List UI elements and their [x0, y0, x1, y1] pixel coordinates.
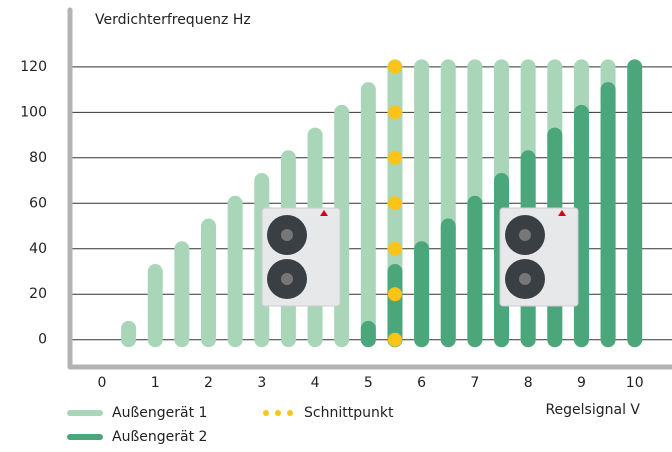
- point: [388, 151, 402, 165]
- x-tick-label: 5: [364, 375, 373, 391]
- point: [388, 242, 402, 256]
- legend-swatch: [263, 410, 269, 416]
- point: [388, 60, 402, 74]
- y-tick-label: 0: [38, 332, 47, 348]
- legend-swatch: [287, 410, 293, 416]
- x-axis-title: Regelsignal V: [545, 402, 640, 418]
- y-tick-label: 100: [20, 104, 47, 120]
- point: [388, 196, 402, 210]
- y-tick-label: 80: [29, 150, 47, 166]
- x-tick-label: 10: [626, 375, 644, 391]
- x-tick-label: 1: [151, 375, 160, 391]
- x-tick-label: 3: [257, 375, 266, 391]
- y-tick-label: 120: [20, 59, 47, 75]
- unit-image: [500, 208, 578, 306]
- legend-label: Außengerät 1: [112, 405, 207, 421]
- x-tick-label: 0: [98, 375, 107, 391]
- unit-image: [262, 208, 340, 306]
- y-tick-label: 40: [29, 241, 47, 257]
- x-tick-label: 6: [417, 375, 426, 391]
- x-tick-label: 8: [524, 375, 533, 391]
- point: [388, 287, 402, 301]
- x-tick-label: 2: [204, 375, 213, 391]
- x-tick-label: 7: [470, 375, 479, 391]
- point: [388, 105, 402, 119]
- legend-label: Schnittpunkt: [304, 405, 394, 421]
- legend-label: Außengerät 2: [112, 429, 207, 445]
- y-tick-label: 60: [29, 195, 47, 211]
- point: [388, 333, 402, 347]
- y-tick-label: 20: [29, 286, 47, 302]
- legend-swatch: [275, 410, 281, 416]
- x-tick-label: 4: [311, 375, 320, 391]
- chart: Verdichterfrequenz Hz Regelsignal V 0204…: [0, 0, 672, 448]
- x-tick-label: 9: [577, 375, 586, 391]
- y-axis-title: Verdichterfrequenz Hz: [95, 12, 251, 28]
